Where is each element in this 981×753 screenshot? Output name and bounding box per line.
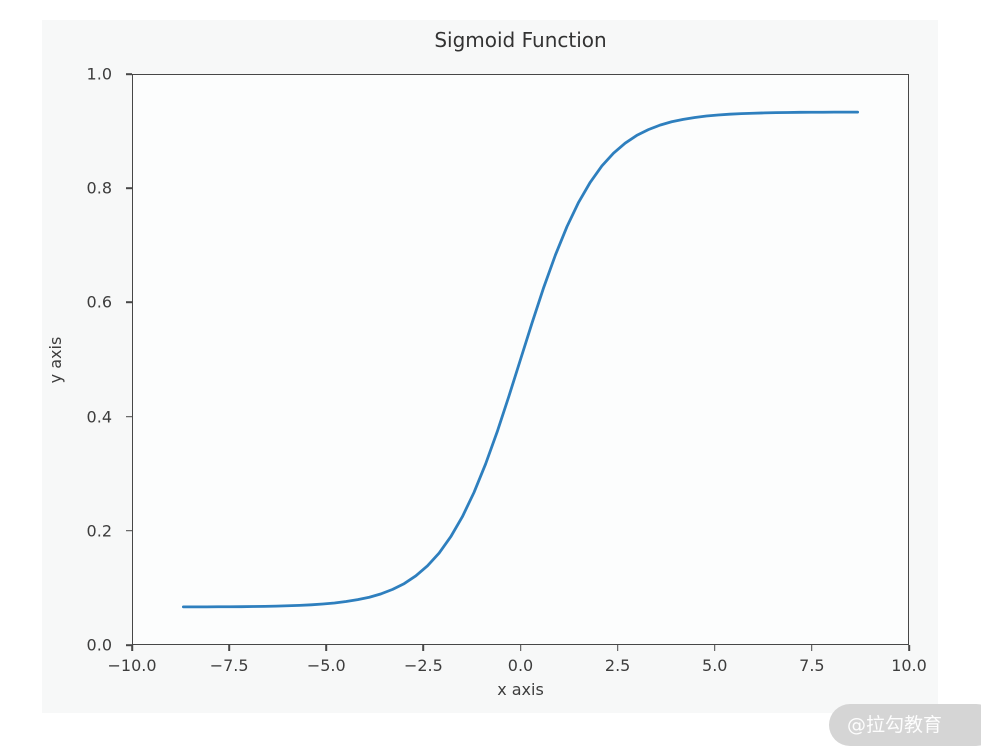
y-tick-mark — [126, 301, 132, 304]
x-tick-mark — [908, 645, 910, 651]
y-axis-label: y axis — [46, 336, 65, 384]
x-tick-label: 0.0 — [507, 656, 534, 675]
y-tick-mark — [126, 530, 132, 532]
x-tick-mark — [325, 645, 328, 651]
x-tick-label: −5.0 — [306, 656, 346, 675]
x-tick-mark — [811, 645, 813, 651]
y-tick-label: 0.0 — [86, 635, 112, 655]
x-tick-label: −2.5 — [403, 656, 443, 675]
y-tick-label: 0.8 — [86, 178, 112, 198]
x-tick-mark — [713, 645, 716, 651]
matplotlib-figure: Sigmoid Function −10.0 −7.5 −5.0 −2.5 0.0 2.5… — [42, 20, 938, 713]
y-tick-label: 1.0 — [86, 64, 112, 84]
y-tick-label: 0.4 — [86, 407, 112, 427]
x-axis-ticks: −10.0 −7.5 −5.0 −2.5 0.0 2.5 5.0 7.5 10.0 — [107, 645, 927, 685]
x-tick-label: −7.5 — [209, 656, 249, 675]
x-tick-mark — [616, 645, 619, 651]
sigmoid-curve — [181, 110, 860, 609]
watermark-badge: @拉勾教育 — [829, 704, 981, 746]
plot-area — [132, 74, 909, 645]
x-tick-mark — [422, 645, 425, 651]
y-tick-label: 0.2 — [86, 521, 112, 541]
curve-svg — [181, 110, 860, 609]
x-axis-label: x axis — [497, 680, 544, 699]
x-tick-mark — [228, 645, 230, 651]
y-tick-mark — [126, 73, 132, 75]
y-tick-mark — [126, 415, 132, 418]
x-tick-mark — [131, 645, 133, 651]
x-tick-label: 5.0 — [702, 656, 728, 675]
y-tick-mark — [126, 644, 132, 646]
x-tick-label: 2.5 — [604, 656, 631, 675]
x-tick-mark — [519, 645, 522, 651]
y-tick-mark — [126, 187, 132, 189]
chart-title: Sigmoid Function — [434, 28, 607, 52]
watermark-text: @拉勾教育 — [847, 714, 943, 736]
x-tick-label: −10.0 — [107, 656, 157, 675]
y-tick-label: 0.6 — [86, 292, 112, 312]
x-tick-label: 10.0 — [891, 656, 927, 675]
y-axis-ticks: 0.0 0.2 0.4 0.6 0.8 1.0 — [42, 65, 132, 655]
x-tick-label: 7.5 — [799, 656, 825, 675]
